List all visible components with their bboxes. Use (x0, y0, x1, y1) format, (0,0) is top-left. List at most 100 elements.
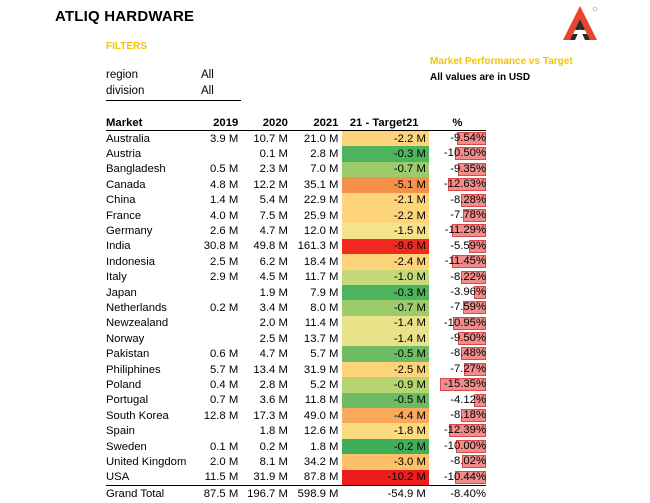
pct-value: -12.39% (443, 424, 486, 437)
cell-gap: -0.2 M (342, 438, 429, 455)
cell-2020: 2.0 M (259, 317, 288, 330)
cell-market: India (106, 240, 131, 253)
cell-2021: 2.8 M (310, 148, 339, 161)
pct-value: -10.95% (443, 316, 486, 329)
pct-value: -10.50% (443, 147, 486, 160)
total-2021: 598.9 M (287, 484, 343, 502)
header-2021[interactable]: 2021 (287, 115, 343, 131)
table-row[interactable]: Japan 1.9 M 7.9 M -0.3 M -3.96% (106, 284, 486, 301)
table-row[interactable]: Germany 2.6 M 4.7 M 12.0 M -1.5 M -11.29% (106, 223, 486, 239)
pct-value: -8.18% (450, 409, 486, 422)
cell-2019: 11.5 M (204, 471, 239, 484)
cell-2019: 0.2 M (210, 301, 239, 314)
table-row[interactable]: Poland 0.4 M 2.8 M 5.2 M -0.9 M -15.35% (106, 377, 486, 393)
table-row[interactable]: China 1.4 M 5.4 M 22.9 M -2.1 M -8.28% (106, 192, 486, 208)
cell-2019: 2.9 M (210, 271, 239, 284)
cell-market: Canada (106, 178, 146, 191)
cell-pct: -8.02% (429, 454, 486, 469)
cell-market: Italy (106, 271, 127, 284)
cell-2021: 7.9 M (310, 286, 339, 299)
table-row[interactable]: Sweden 0.1 M 0.2 M 1.8 M -0.2 M -10.00% (106, 438, 486, 455)
pct-data-bar (440, 378, 486, 392)
cell-gap: -1.8 M (342, 423, 429, 439)
table-row[interactable]: Italy 2.9 M 4.5 M 11.7 M -1.0 M -8.22% (106, 269, 486, 285)
cell-gap: -1.4 M (342, 331, 429, 347)
cell-2019: 4.8 M (210, 178, 239, 191)
table-row[interactable]: Bangladesh 0.5 M 2.3 M 7.0 M -0.7 M -9.35% (106, 161, 486, 178)
filter-region-value[interactable]: All (201, 69, 214, 81)
cell-2019: 2.0 M (210, 455, 239, 468)
header-2020[interactable]: 2020 (238, 115, 288, 131)
table-row[interactable]: Spain 1.8 M 12.6 M -1.8 M -12.39% (106, 423, 486, 439)
cell-pct: -7.78% (429, 208, 486, 223)
cell-2021: 5.7 M (310, 348, 339, 361)
table-row[interactable]: Pakistan 0.6 M 4.7 M 5.7 M -0.5 M -8.48% (106, 346, 486, 362)
app-title: ATLIQ HARDWARE (55, 8, 195, 25)
cell-2020: 3.4 M (259, 301, 288, 314)
cell-2020: 4.7 M (259, 348, 288, 361)
pct-value: -5.59% (450, 239, 486, 252)
pct-value: -11.29% (444, 224, 486, 237)
cell-2020: 7.5 M (259, 209, 288, 222)
cell-2021: 35.1 M (303, 178, 339, 191)
cell-gap: -10.2 M (342, 469, 429, 486)
table-row[interactable]: Indonesia 2.5 M 6.2 M 18.4 M -2.4 M -11.45% (106, 254, 486, 270)
cell-2019: 30.8 M (203, 240, 239, 253)
pct-data-bar (458, 162, 486, 176)
cell-2019 (192, 316, 239, 331)
cell-pct: -4.12% (429, 393, 486, 408)
cell-gap: -0.7 M (342, 300, 429, 316)
cell-2021: 7.0 M (310, 163, 339, 176)
table-row[interactable]: United Kingdom 2.0 M 8.1 M 34.2 M -3.0 M -8.0… (106, 454, 486, 470)
filter-region[interactable]: region All (106, 69, 241, 85)
table-row[interactable]: Austria 0.1 M 2.8 M -0.3 M -10.50% (106, 146, 486, 162)
cell-2020: 13.4 M (253, 363, 288, 376)
table-row[interactable]: Netherlands 0.2 M 3.4 M 8.0 M -0.7 M -7.59% (106, 300, 486, 316)
table-header-row: Market 2019 2020 2021 21 - Target21 % (106, 115, 486, 131)
header-2019[interactable]: 2019 (191, 115, 239, 131)
cell-market: South Korea (106, 409, 169, 422)
cell-2020: 6.2 M (259, 255, 288, 268)
table-row[interactable]: South Korea 12.8 M 17.3 M 49.0 M -4.4 M -8.18… (106, 408, 486, 424)
cell-2021: 22.9 M (303, 194, 339, 207)
table-row[interactable]: Norway 2.5 M 13.7 M -1.4 M -9.50% (106, 331, 486, 347)
cell-pct: -8.22% (429, 270, 486, 285)
cell-2021: 49.0 M (303, 409, 339, 422)
header-pct[interactable]: % (428, 115, 486, 131)
table-row[interactable]: India 30.8 M 49.8 M 161.3 M -9.6 M -5.59% (106, 238, 486, 255)
market-performance-table: Market 2019 2020 2021 21 - Target21 % Au… (106, 115, 486, 502)
table-row[interactable]: USA 11.5 M 31.9 M 87.8 M -10.2 M -10.44% (106, 469, 486, 486)
cell-market: China (106, 194, 136, 207)
table-row[interactable]: Philiphines 5.7 M 13.4 M 31.9 M -2.5 M -7.27% (106, 361, 486, 378)
table-row[interactable]: Portugal 0.7 M 3.6 M 11.8 M -0.5 M -4.12% (106, 392, 486, 409)
cell-2020: 49.8 M (253, 240, 288, 253)
cell-pct: -10.50% (429, 146, 486, 161)
cell-market: Japan (106, 286, 137, 299)
cell-2020: 17.3 M (253, 409, 288, 422)
pct-value: -4.12% (450, 393, 486, 406)
table-row[interactable]: Canada 4.8 M 12.2 M 35.1 M -5.1 M -12.63% (106, 177, 486, 193)
filter-division[interactable]: division All (106, 85, 241, 101)
cell-gap: -0.3 M (342, 284, 429, 301)
cell-2019 (192, 285, 239, 300)
pct-data-bar (461, 193, 486, 207)
cell-market: Philiphines (106, 363, 161, 376)
header-market[interactable]: Market (106, 115, 192, 131)
cell-gap: -3.0 M (342, 454, 429, 470)
table-row[interactable]: Australia 3.9 M 10.7 M 21.0 M -2.2 M -9.54% (106, 130, 486, 147)
cell-2021: 25.9 M (303, 209, 339, 222)
total-pct: -8.40% (428, 484, 486, 502)
cell-2021: 11.7 M (304, 271, 339, 284)
filters-heading: FILTERS (106, 41, 147, 52)
cell-gap: -0.9 M (342, 377, 429, 393)
table-row[interactable]: Newzealand 2.0 M 11.4 M -1.4 M -10.95% (106, 315, 486, 332)
table-row[interactable]: France 4.0 M 7.5 M 25.9 M -2.2 M -7.78% (106, 207, 486, 224)
cell-gap: -0.3 M (342, 146, 429, 162)
cell-gap: -2.2 M (342, 130, 429, 147)
cell-2020: 5.4 M (259, 194, 288, 207)
header-gap[interactable]: 21 - Target21 (342, 115, 429, 131)
filter-division-value[interactable]: All (201, 85, 214, 97)
cell-2021: 161.3 M (297, 240, 339, 253)
cell-pct: -9.35% (429, 162, 486, 177)
cell-pct: -12.63% (429, 177, 486, 192)
